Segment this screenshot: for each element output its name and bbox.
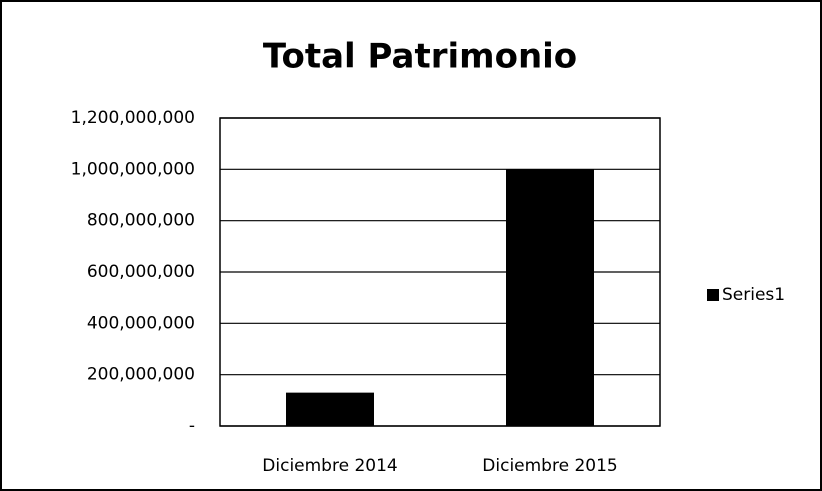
y-tick-label: 400,000,000	[87, 313, 195, 333]
y-tick-label: 200,000,000	[87, 365, 195, 385]
x-tick-label: Diciembre 2015	[482, 456, 617, 476]
y-tick-label: 800,000,000	[87, 211, 195, 231]
chart-title: Total Patrimonio	[263, 37, 577, 77]
y-tick-label: 600,000,000	[87, 262, 195, 282]
y-tick-label: -	[189, 416, 195, 436]
legend-swatch	[707, 289, 719, 301]
y-tick-label: 1,200,000,000	[71, 108, 195, 128]
bar	[286, 392, 374, 426]
bar	[506, 169, 594, 427]
legend-label: Series1	[722, 285, 785, 305]
x-tick-label: Diciembre 2014	[262, 456, 397, 476]
y-tick-label: 1,000,000,000	[71, 159, 195, 179]
